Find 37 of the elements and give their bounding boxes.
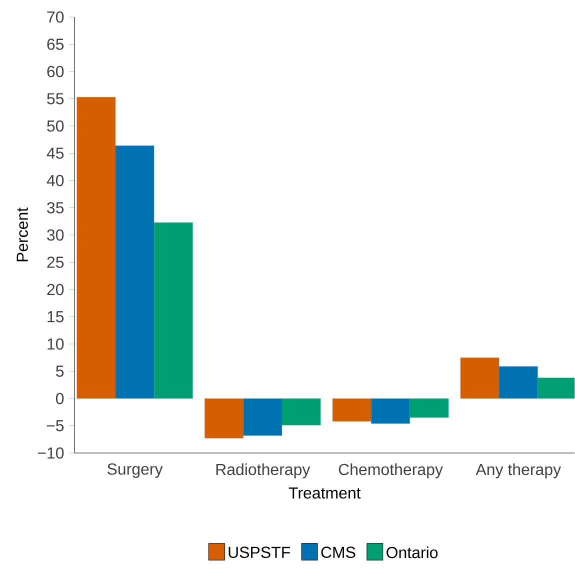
- x-tick-label: Radiotherapy: [216, 463, 310, 478]
- x-tick-label: Any therapy: [476, 463, 562, 478]
- y-axis-title: Percent: [16, 208, 28, 262]
- y-tick-label: 40: [46, 174, 64, 186]
- bar: [154, 222, 193, 399]
- bar: [204, 398, 244, 438]
- bar: [76, 97, 116, 399]
- y-tick-label: 10: [48, 338, 64, 350]
- y-tick-label: 30: [47, 229, 64, 241]
- x-tick-label: Chemotherapy: [338, 463, 443, 478]
- bar: [371, 398, 410, 424]
- legend-label: USPSTF: [228, 546, 290, 558]
- y-tick-label: −5: [46, 420, 64, 432]
- y-tick-label: −10: [38, 447, 64, 459]
- x-tick-label: Surgery: [107, 463, 163, 478]
- legend-label: CMS: [321, 546, 356, 558]
- bar: [460, 358, 500, 399]
- x-axis-title: Treatment: [288, 487, 361, 499]
- bar: [332, 398, 372, 422]
- y-tick-label: 5: [56, 366, 64, 377]
- y-tick-label: 65: [47, 38, 64, 50]
- y-tick-label: 55: [47, 93, 64, 104]
- bar: [282, 398, 321, 426]
- bar: [243, 398, 282, 436]
- y-tick-label: 45: [46, 148, 64, 159]
- bar: [115, 146, 154, 399]
- y-tick-label: 70: [47, 11, 64, 23]
- bar: [410, 398, 449, 418]
- y-tick-label: 35: [47, 202, 64, 214]
- bar: [499, 366, 538, 399]
- y-tick-label: 60: [47, 66, 64, 78]
- y-tick-label: 0: [56, 392, 64, 404]
- y-tick-label: 50: [47, 120, 64, 132]
- legend-label: Ontario: [386, 546, 438, 558]
- y-tick-label: 15: [48, 311, 64, 322]
- y-tick-label: 25: [47, 256, 64, 268]
- y-tick-label: 20: [47, 284, 64, 296]
